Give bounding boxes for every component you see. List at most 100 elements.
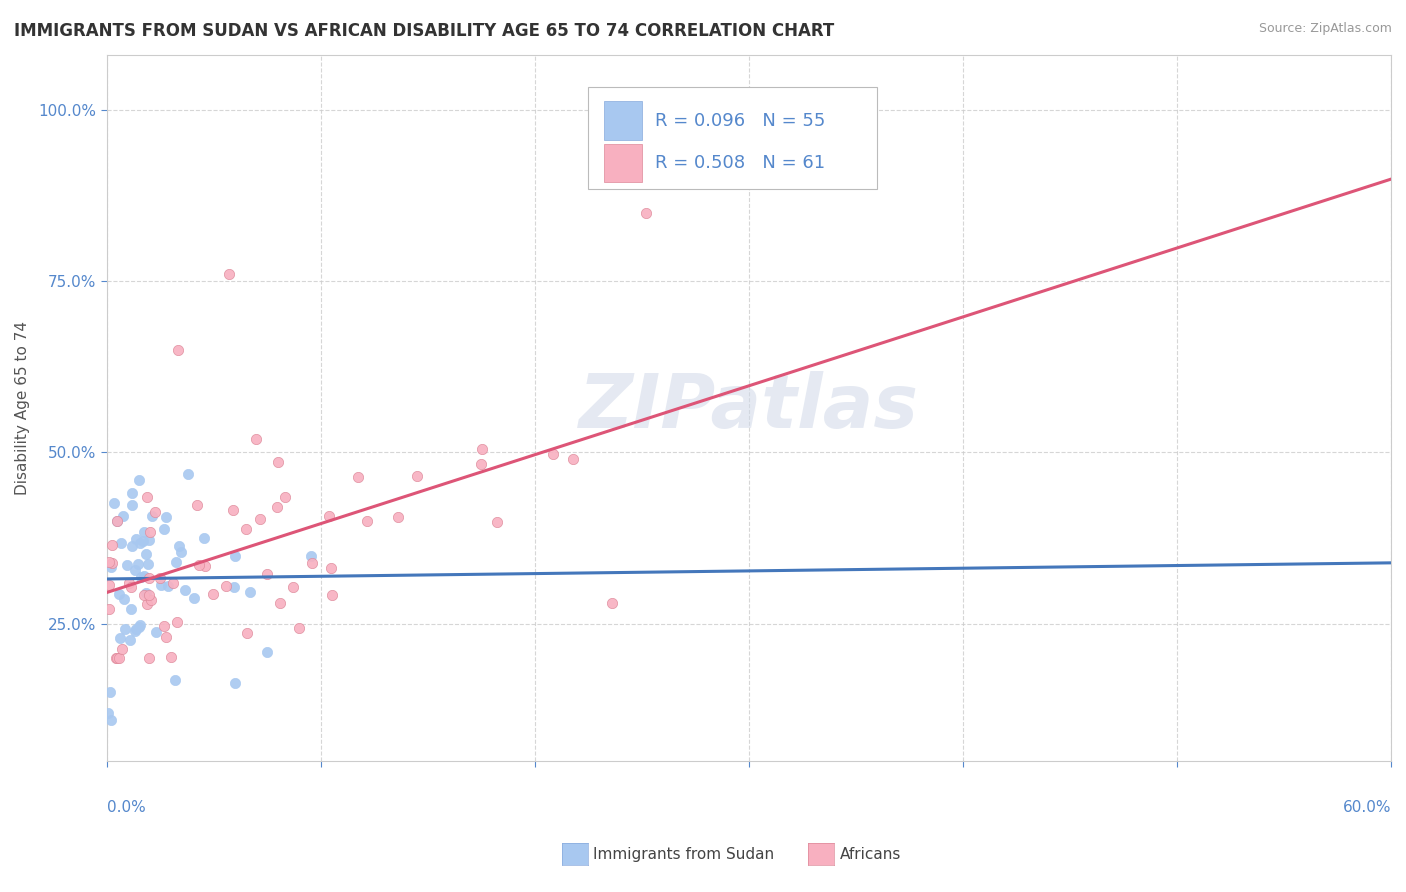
Point [129, 535, 152, 549]
Point [256, 566, 278, 581]
Point [218, 268, 240, 282]
Point [139, 593, 162, 607]
Point [135, 586, 157, 600]
Point [103, 496, 125, 510]
Point [235, 522, 257, 536]
Point [132, 588, 155, 602]
Text: IMMIGRANTS FROM SUDAN VS AFRICAN DISABILITY AGE 65 TO 74 CORRELATION CHART: IMMIGRANTS FROM SUDAN VS AFRICAN DISABIL… [14, 22, 834, 40]
Point [287, 621, 309, 635]
Point [138, 588, 160, 602]
Point [183, 591, 205, 606]
Point [135, 547, 157, 561]
Point [149, 577, 172, 591]
Point [159, 649, 181, 664]
Point [104, 651, 127, 665]
Point [124, 563, 146, 577]
Point [145, 625, 167, 640]
Point [120, 602, 142, 616]
Point [156, 579, 179, 593]
Point [245, 432, 267, 446]
Point [471, 442, 494, 456]
Point [406, 469, 429, 483]
Point [132, 534, 155, 549]
Point [138, 533, 160, 547]
Point [100, 560, 122, 574]
Point [121, 486, 143, 500]
Point [177, 467, 200, 482]
Point [110, 536, 132, 550]
Point [600, 596, 623, 610]
Point [274, 490, 297, 504]
Point [318, 509, 340, 524]
Point [118, 576, 141, 591]
Point [356, 514, 378, 528]
Point [127, 558, 149, 572]
Point [97, 706, 120, 720]
Point [387, 510, 409, 524]
Point [131, 570, 153, 584]
Point [105, 514, 128, 528]
Point [118, 633, 141, 648]
Point [101, 556, 124, 570]
Point [186, 498, 208, 512]
Point [562, 452, 585, 467]
Point [97, 601, 120, 615]
Point [153, 522, 176, 536]
Point [224, 549, 246, 563]
Point [269, 596, 291, 610]
Point [165, 555, 187, 569]
Point [141, 509, 163, 524]
Point [541, 446, 564, 460]
Bar [603, 144, 643, 183]
Point [138, 570, 160, 584]
Point [485, 515, 508, 529]
Point [266, 455, 288, 469]
Point [162, 575, 184, 590]
Point [222, 503, 245, 517]
Point [108, 631, 131, 645]
Point [108, 587, 131, 601]
Point [215, 579, 238, 593]
Point [136, 490, 159, 504]
Point [256, 645, 278, 659]
Point [236, 626, 259, 640]
Point [125, 532, 148, 546]
Text: 60.0%: 60.0% [1343, 799, 1391, 814]
Point [125, 622, 148, 636]
Point [202, 587, 225, 601]
Point [149, 570, 172, 584]
FancyBboxPatch shape [588, 87, 877, 189]
Point [239, 585, 262, 599]
Point [167, 343, 190, 357]
Point [155, 510, 177, 524]
Point [112, 592, 135, 607]
Bar [603, 102, 643, 140]
Point [128, 618, 150, 632]
Point [138, 651, 160, 665]
Point [107, 651, 129, 665]
Point [128, 620, 150, 634]
Point [249, 512, 271, 526]
Point [266, 500, 288, 514]
Point [115, 558, 138, 572]
Point [174, 582, 197, 597]
Point [170, 545, 193, 559]
Point [114, 622, 136, 636]
Point [224, 676, 246, 690]
Point [136, 557, 159, 571]
Text: Immigrants from Sudan: Immigrants from Sudan [593, 847, 775, 862]
Point [167, 540, 190, 554]
Text: ZIPatlas: ZIPatlas [579, 371, 920, 444]
Text: 0.0%: 0.0% [107, 799, 145, 814]
Point [153, 619, 176, 633]
Point [301, 556, 323, 570]
Text: R = 0.508   N = 61: R = 0.508 N = 61 [655, 154, 825, 172]
Point [283, 580, 305, 594]
Point [121, 539, 143, 553]
Point [124, 624, 146, 638]
Point [347, 470, 370, 484]
Point [299, 549, 322, 564]
Point [100, 538, 122, 552]
Point [187, 558, 209, 572]
Point [120, 580, 142, 594]
